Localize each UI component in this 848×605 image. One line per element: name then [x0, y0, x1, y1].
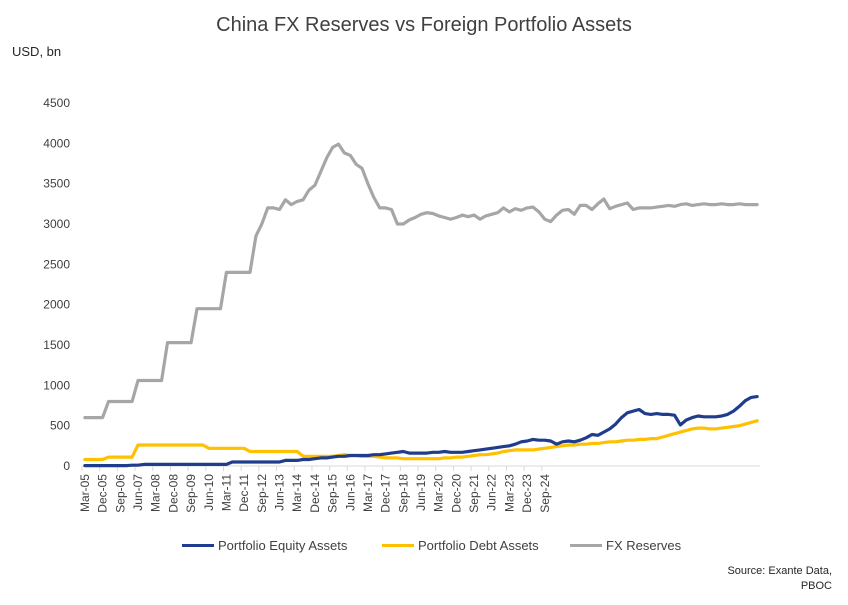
x-tick-label: Jun-07	[131, 474, 145, 511]
legend-item-fx: FX Reserves	[570, 538, 681, 553]
x-tick-label: Dec-20	[449, 474, 463, 513]
x-tick-label: Dec-05	[96, 474, 110, 513]
y-tick-label: 3000	[43, 217, 70, 231]
x-tick-label: Sep-15	[326, 474, 340, 513]
legend-swatch-equity	[182, 544, 214, 547]
chart-title: China FX Reserves vs Foreign Portfolio A…	[216, 14, 632, 36]
x-tick-label: Jun-10	[202, 474, 216, 511]
y-tick-label: 1500	[43, 338, 70, 352]
x-tick-label: Mar-23	[502, 474, 516, 512]
source-line-2: PBOC	[800, 580, 832, 592]
x-tick-label: Mar-17	[361, 474, 375, 512]
y-tick-label: 1000	[43, 378, 70, 392]
x-tick-label: Jun-19	[414, 474, 428, 511]
legend-item-equity: Portfolio Equity Assets	[182, 538, 347, 553]
x-tick-label: Dec-08	[166, 474, 180, 513]
source-line-1: Source: Exante Data,	[727, 565, 832, 577]
x-tick-label: Mar-14	[290, 474, 304, 512]
source-note: Source: Exante Data, PBOC	[727, 564, 832, 594]
x-tick-label: Sep-21	[467, 474, 481, 513]
x-tick-label: Dec-14	[308, 474, 322, 513]
legend-item-debt: Portfolio Debt Assets	[382, 538, 539, 553]
legend-swatch-fx	[570, 544, 602, 547]
x-tick-label: Sep-06	[113, 474, 127, 513]
y-tick-label: 4500	[43, 96, 70, 110]
x-tick-label: Sep-09	[184, 474, 198, 513]
series-line-portfolio-debt-assets	[83, 419, 759, 462]
x-tick-label: Mar-05	[78, 474, 92, 512]
y-tick-label: 3500	[43, 177, 70, 191]
series-line-fx-reserves	[83, 142, 759, 420]
x-tick-label: Mar-08	[149, 474, 163, 512]
y-tick-label: 500	[50, 419, 70, 433]
y-axis-unit-label: USD, bn	[12, 44, 62, 59]
x-tick-label: Sep-24	[538, 474, 552, 513]
x-tick-label: Mar-20	[432, 474, 446, 512]
x-tick-label: Dec-11	[237, 474, 251, 512]
legend-label-fx: FX Reserves	[606, 538, 682, 553]
x-tick-label: Mar-11	[219, 474, 233, 511]
y-tick-label: 0	[63, 459, 70, 473]
x-tick-label: Sep-12	[255, 474, 269, 513]
x-tick-label: Sep-18	[396, 474, 410, 513]
legend-swatch-debt	[382, 544, 414, 547]
x-tick-label: Jun-16	[343, 474, 357, 511]
x-tick-label: Dec-23	[520, 474, 534, 513]
legend-label-equity: Portfolio Equity Assets	[218, 538, 348, 553]
x-tick-label: Dec-17	[379, 474, 393, 513]
legend-label-debt: Portfolio Debt Assets	[418, 538, 539, 553]
x-tick-label: Jun-13	[273, 474, 287, 511]
x-tick-label: Jun-22	[485, 474, 499, 511]
y-tick-label: 2000	[43, 298, 70, 312]
y-tick-label: 2500	[43, 257, 70, 271]
series-line-portfolio-equity-assets	[83, 395, 759, 468]
y-tick-label: 4000	[43, 136, 70, 150]
